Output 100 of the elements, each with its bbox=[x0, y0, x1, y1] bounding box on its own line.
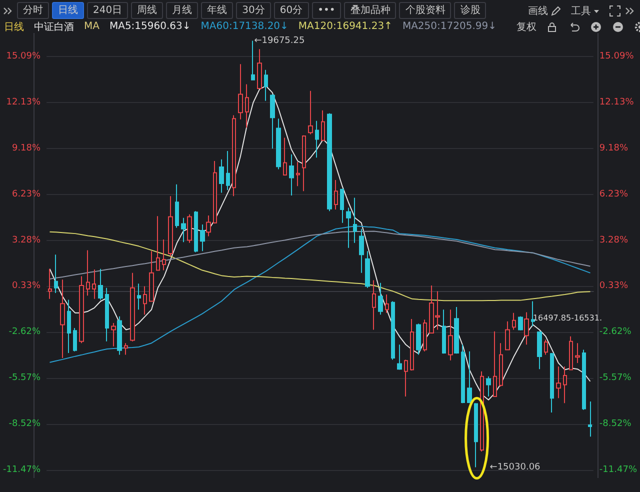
candlestick bbox=[79, 276, 84, 344]
candlestick bbox=[461, 344, 465, 404]
text: MA5:15960.63↓ bbox=[109, 21, 191, 32]
text: 周线 bbox=[131, 2, 164, 19]
candlestick bbox=[321, 110, 325, 141]
candlestick bbox=[486, 376, 491, 397]
y2-tick-label: -2.62% bbox=[599, 327, 632, 338]
text: ••• bbox=[312, 2, 342, 19]
candlestick bbox=[276, 118, 281, 170]
candlestick bbox=[232, 114, 236, 197]
line-series bbox=[49, 231, 591, 302]
text: MA250:17205.99↓ bbox=[402, 21, 496, 32]
candlestick bbox=[524, 312, 529, 346]
y-tick-label: 15.09% bbox=[6, 51, 41, 62]
candlestick bbox=[257, 48, 262, 90]
candlestick bbox=[315, 120, 319, 158]
candlestick bbox=[302, 134, 306, 192]
candlestick bbox=[423, 319, 427, 352]
candlestick bbox=[550, 352, 554, 413]
y-tick-label: 0.33% bbox=[12, 281, 42, 292]
candlestick bbox=[124, 342, 128, 356]
text: 月线 bbox=[166, 2, 198, 19]
candlestick bbox=[48, 268, 52, 300]
candlestick bbox=[187, 214, 192, 244]
candlestick bbox=[264, 69, 268, 102]
y-tick-label: -11.47% bbox=[2, 464, 41, 475]
y-tick-label: -8.52% bbox=[8, 418, 42, 429]
candlestick bbox=[175, 184, 179, 228]
y2-tick-label: 0.33% bbox=[599, 281, 628, 292]
candlestick bbox=[372, 280, 376, 330]
candlestick bbox=[283, 137, 287, 176]
candlestick bbox=[404, 359, 408, 397]
candlestick bbox=[353, 197, 357, 244]
candlestick bbox=[410, 318, 414, 371]
candlestick bbox=[480, 370, 484, 452]
candlestick bbox=[130, 272, 135, 342]
candlestick bbox=[105, 287, 109, 342]
text: 年线 bbox=[201, 2, 234, 19]
text: 工具 bbox=[571, 4, 592, 18]
candlestick bbox=[493, 330, 497, 397]
candlestick bbox=[73, 328, 77, 352]
y2-tick-label: 6.23% bbox=[599, 189, 628, 200]
candlestick bbox=[245, 84, 249, 128]
candlestick bbox=[168, 196, 173, 257]
y2-tick-label: 12.13% bbox=[599, 98, 634, 108]
candlestick bbox=[499, 342, 503, 388]
y2-tick-label: 15.09% bbox=[599, 51, 634, 62]
candlestick bbox=[111, 322, 116, 347]
candlestick bbox=[454, 306, 459, 354]
candlestick bbox=[219, 158, 224, 194]
candlestick bbox=[474, 402, 478, 468]
candlestick bbox=[575, 342, 580, 364]
annotation: ←19675.25 bbox=[254, 36, 305, 46]
candlestick bbox=[518, 316, 523, 331]
y-tick-label: 12.13% bbox=[6, 98, 41, 108]
chart-title: 中证白酒 bbox=[34, 20, 74, 34]
candlestick bbox=[416, 323, 421, 356]
candlestick bbox=[391, 300, 395, 360]
text: 日线 bbox=[52, 2, 84, 19]
candlestick bbox=[563, 366, 567, 404]
candlestick bbox=[385, 294, 389, 314]
y-tick-label: 3.28% bbox=[12, 235, 42, 246]
text: 叠加品种 bbox=[344, 2, 396, 19]
candlestick bbox=[137, 283, 141, 310]
candlestick bbox=[206, 215, 211, 237]
y-tick-label: 9.18% bbox=[12, 143, 42, 154]
candlestick bbox=[117, 316, 122, 356]
candlestick bbox=[149, 250, 154, 302]
candlestick bbox=[346, 207, 351, 248]
candlestick bbox=[270, 94, 275, 150]
candlestick bbox=[365, 250, 370, 288]
candlestick bbox=[467, 350, 472, 404]
candlestick bbox=[296, 161, 300, 187]
text: 个股资料 bbox=[399, 2, 452, 19]
candlestick bbox=[67, 299, 71, 354]
candlestick bbox=[569, 336, 573, 370]
y-tick-label: -5.57% bbox=[8, 372, 42, 383]
candlestick bbox=[537, 330, 542, 370]
candlestick bbox=[448, 309, 453, 361]
candlestick bbox=[512, 312, 516, 330]
candlestick bbox=[378, 282, 383, 316]
text: MA60:17138.20↓ bbox=[200, 21, 288, 32]
candlestick bbox=[60, 279, 65, 359]
candlestick bbox=[397, 344, 402, 370]
candlestick bbox=[54, 254, 58, 294]
candlestick bbox=[86, 250, 90, 296]
candlestick bbox=[156, 216, 160, 271]
candlestick bbox=[213, 160, 217, 224]
candlestick bbox=[238, 64, 243, 120]
chart-subtitle: 日线 bbox=[4, 20, 24, 34]
candlestick bbox=[340, 188, 344, 224]
candlestick bbox=[251, 40, 255, 80]
text: 画线 bbox=[528, 4, 549, 18]
y2-tick-label: -5.57% bbox=[599, 372, 632, 383]
candlestick bbox=[531, 300, 535, 327]
text: 30分 bbox=[236, 2, 271, 19]
y2-tick-label: 3.28% bbox=[599, 235, 628, 246]
candlestick bbox=[162, 238, 166, 271]
text: 分时 bbox=[17, 2, 49, 19]
text: MA120:16941.23↑ bbox=[298, 21, 392, 32]
